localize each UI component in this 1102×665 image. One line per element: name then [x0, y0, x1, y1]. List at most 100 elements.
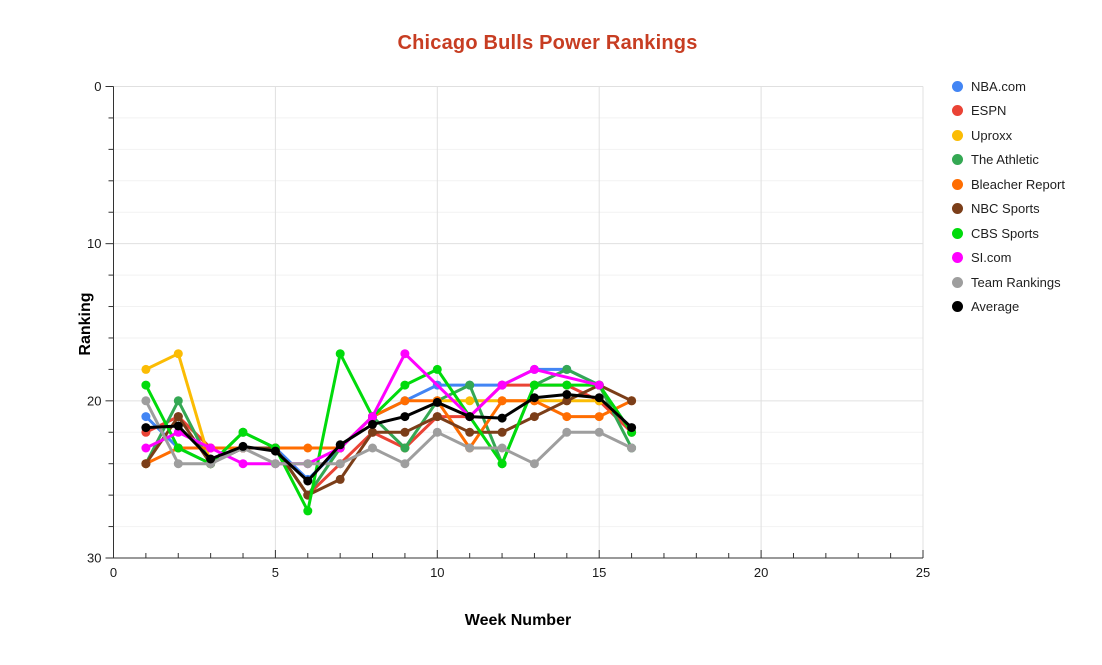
y-axis-title: Ranking [77, 292, 94, 356]
legend-swatch [952, 252, 963, 264]
x-tick-label: 10 [430, 565, 444, 580]
data-point [303, 443, 313, 453]
data-point [238, 441, 248, 451]
series-line [144, 399, 634, 466]
data-point [141, 459, 151, 469]
legend-label: Team Rankings [971, 274, 1061, 290]
legend-label: The Athletic [971, 152, 1039, 168]
data-point [400, 443, 410, 453]
data-point [173, 421, 183, 431]
y-tick-label: 0 [94, 79, 101, 94]
legend-swatch [952, 80, 963, 92]
data-point [594, 412, 604, 422]
data-point [173, 443, 183, 453]
data-point [173, 349, 183, 359]
x-tick-label: 20 [754, 565, 768, 580]
legend-item-espn: ESPN [952, 99, 1065, 124]
legend-swatch [952, 105, 963, 117]
data-point [238, 427, 248, 437]
data-point [562, 390, 572, 399]
data-point [497, 413, 507, 423]
data-point [206, 443, 216, 453]
data-point [400, 427, 410, 437]
legend-label: NBA.com [971, 78, 1026, 94]
data-point [400, 380, 410, 390]
series-espn [141, 380, 637, 500]
data-point [335, 440, 345, 450]
data-point [141, 380, 151, 390]
series-team-rankings [141, 396, 637, 469]
data-point [562, 380, 572, 390]
series-line [144, 393, 634, 483]
axes [113, 86, 923, 559]
legend-swatch [952, 203, 963, 215]
legend-label: Average [971, 299, 1020, 315]
legend-item-uproxx: Uproxx [952, 123, 1065, 148]
series-average [141, 390, 637, 486]
data-point [368, 443, 377, 453]
data-point [594, 393, 604, 403]
data-point [238, 459, 248, 469]
legend-label: SI.com [971, 250, 1012, 266]
y-tick-label: 20 [87, 393, 101, 408]
data-point [627, 443, 637, 453]
data-point [270, 446, 280, 456]
data-point [368, 427, 377, 437]
legend-item-bleacher-report: Bleacher Report [952, 172, 1065, 197]
data-point [173, 459, 183, 469]
legend-swatch [952, 178, 963, 190]
legend-label: ESPN [971, 103, 1007, 119]
data-point [627, 423, 637, 433]
chart-legend: NBA.com ESPN Uproxx The Athletic Bleacher Re… [952, 74, 1065, 319]
legend-item-si-com: SI.com [952, 246, 1065, 271]
data-point [529, 412, 539, 422]
legend-label: Uproxx [971, 127, 1013, 143]
data-point [497, 459, 507, 469]
x-tick-label: 0 [110, 565, 117, 580]
legend-swatch [952, 301, 963, 313]
data-point [335, 349, 345, 359]
data-point [562, 364, 572, 374]
legend-swatch [952, 227, 963, 239]
legend-swatch [952, 276, 963, 288]
data-point [206, 454, 216, 464]
data-point [432, 364, 442, 374]
legend-label: CBS Sports [971, 225, 1039, 241]
legend-swatch [952, 154, 963, 166]
data-point [562, 396, 572, 406]
data-point [594, 380, 604, 390]
data-point [368, 419, 377, 429]
data-point [335, 474, 345, 484]
data-point [562, 412, 572, 422]
data-point [432, 412, 442, 422]
data-point [497, 380, 507, 390]
y-tick-label: 10 [87, 236, 101, 251]
data-point [562, 427, 572, 437]
legend-item-cbs-sports: CBS Sports [952, 221, 1065, 246]
data-point [400, 459, 410, 469]
axis-ticks [105, 86, 924, 559]
data-point [432, 397, 442, 407]
data-point [368, 412, 377, 422]
data-point [303, 506, 313, 516]
legend-item-nbc-sports: NBC Sports [952, 197, 1065, 222]
data-point [303, 476, 313, 486]
data-point [141, 396, 151, 406]
y-tick-label: 30 [87, 551, 101, 566]
data-point [529, 364, 539, 374]
x-axis-title: Week Number [464, 612, 572, 629]
data-point [400, 396, 410, 406]
x-tick-label: 5 [272, 565, 279, 580]
chart-title: Chicago Bulls Power Rankings [397, 32, 698, 54]
data-point [335, 459, 345, 469]
legend-label: Bleacher Report [971, 176, 1065, 192]
data-point [465, 396, 475, 406]
legend-item-nba-com: NBA.com [952, 74, 1065, 99]
data-point [173, 396, 183, 406]
data-point [497, 443, 507, 453]
data-point [497, 396, 507, 406]
x-tick-label: 15 [592, 565, 606, 580]
x-tick-label: 25 [916, 565, 930, 580]
